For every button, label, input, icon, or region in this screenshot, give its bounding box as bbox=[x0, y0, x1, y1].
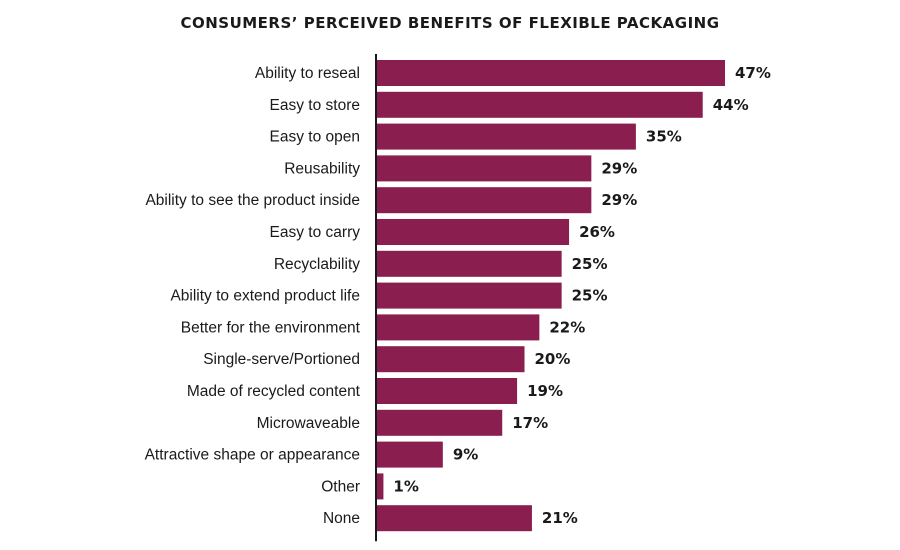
bar-11 bbox=[376, 409, 503, 436]
category-label-1: Easy to store bbox=[270, 97, 360, 114]
value-label-4: 29% bbox=[601, 191, 637, 209]
category-label-14: None bbox=[323, 510, 360, 527]
bars-group bbox=[376, 60, 725, 532]
value-label-2: 35% bbox=[646, 128, 682, 146]
category-label-7: Ability to extend product life bbox=[170, 288, 360, 305]
bar-4 bbox=[376, 187, 592, 214]
bar-5 bbox=[376, 219, 570, 245]
category-label-0: Ability to reseal bbox=[255, 65, 360, 82]
value-label-7: 25% bbox=[572, 287, 608, 305]
value-label-13: 1% bbox=[393, 477, 418, 495]
category-label-10: Made of recycled content bbox=[187, 383, 361, 400]
value-label-8: 22% bbox=[549, 318, 585, 336]
bar-13 bbox=[376, 473, 384, 500]
chart-title: CONSUMERS’ PERCEIVED BENEFITS OF FLEXIBL… bbox=[180, 14, 719, 32]
category-label-13: Other bbox=[321, 478, 360, 495]
bar-1 bbox=[376, 91, 703, 118]
bar-6 bbox=[376, 250, 562, 277]
category-label-11: Microwaveable bbox=[257, 415, 360, 432]
category-label-8: Better for the environment bbox=[181, 319, 361, 336]
value-label-3: 29% bbox=[601, 159, 637, 177]
value-label-5: 26% bbox=[579, 223, 615, 241]
bar-3 bbox=[376, 155, 592, 182]
value-label-6: 25% bbox=[572, 255, 608, 273]
category-label-6: Recyclability bbox=[274, 256, 360, 273]
category-label-4: Ability to see the product inside bbox=[145, 192, 360, 209]
category-label-5: Easy to carry bbox=[270, 224, 361, 241]
value-label-1: 44% bbox=[713, 96, 749, 114]
value-labels-group: 47% 44% 35% 29% 29% 26% 25% 25% 22% 20% 19% 17% 9% 1%… bbox=[393, 64, 770, 527]
category-label-2: Easy to open bbox=[270, 129, 360, 146]
bar-8 bbox=[376, 314, 540, 341]
value-label-14: 21% bbox=[542, 509, 578, 527]
category-label-3: Reusability bbox=[284, 160, 360, 177]
category-label-12: Attractive shape or appearance bbox=[145, 447, 360, 464]
value-label-12: 9% bbox=[453, 446, 478, 464]
category-labels-group: Ability to reseal Easy to store Easy to op… bbox=[145, 65, 361, 527]
bar-12 bbox=[376, 441, 443, 468]
bar-9 bbox=[376, 346, 525, 373]
value-label-9: 20% bbox=[535, 350, 571, 368]
bar-14 bbox=[376, 505, 532, 532]
value-label-0: 47% bbox=[735, 64, 771, 82]
value-label-10: 19% bbox=[527, 382, 563, 400]
bar-2 bbox=[376, 123, 636, 150]
value-label-11: 17% bbox=[512, 414, 548, 432]
category-label-9: Single-serve/Portioned bbox=[203, 351, 360, 368]
bar-7 bbox=[376, 282, 562, 309]
bar-0 bbox=[376, 60, 725, 86]
bar-10 bbox=[376, 378, 518, 404]
